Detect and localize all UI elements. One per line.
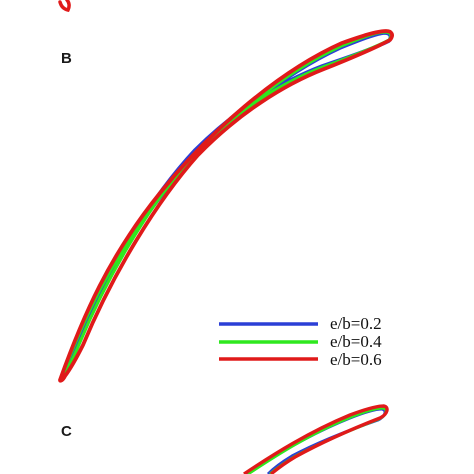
legend-label-red: e/b=0.6	[330, 350, 382, 369]
legend-label-green: e/b=0.4	[330, 332, 382, 351]
panel-b-label: B	[61, 50, 72, 67]
legend: e/b=0.2 e/b=0.4 e/b=0.6	[219, 314, 382, 369]
panel-a-fragment	[58, 0, 71, 12]
panel-c-airfoils	[243, 404, 389, 474]
panel-b-airfoils	[58, 29, 394, 383]
airfoil-red	[58, 29, 394, 383]
airfoil-c-red	[243, 404, 389, 474]
panel-c-label: C	[61, 423, 72, 440]
legend-label-blue: e/b=0.2	[330, 314, 382, 333]
